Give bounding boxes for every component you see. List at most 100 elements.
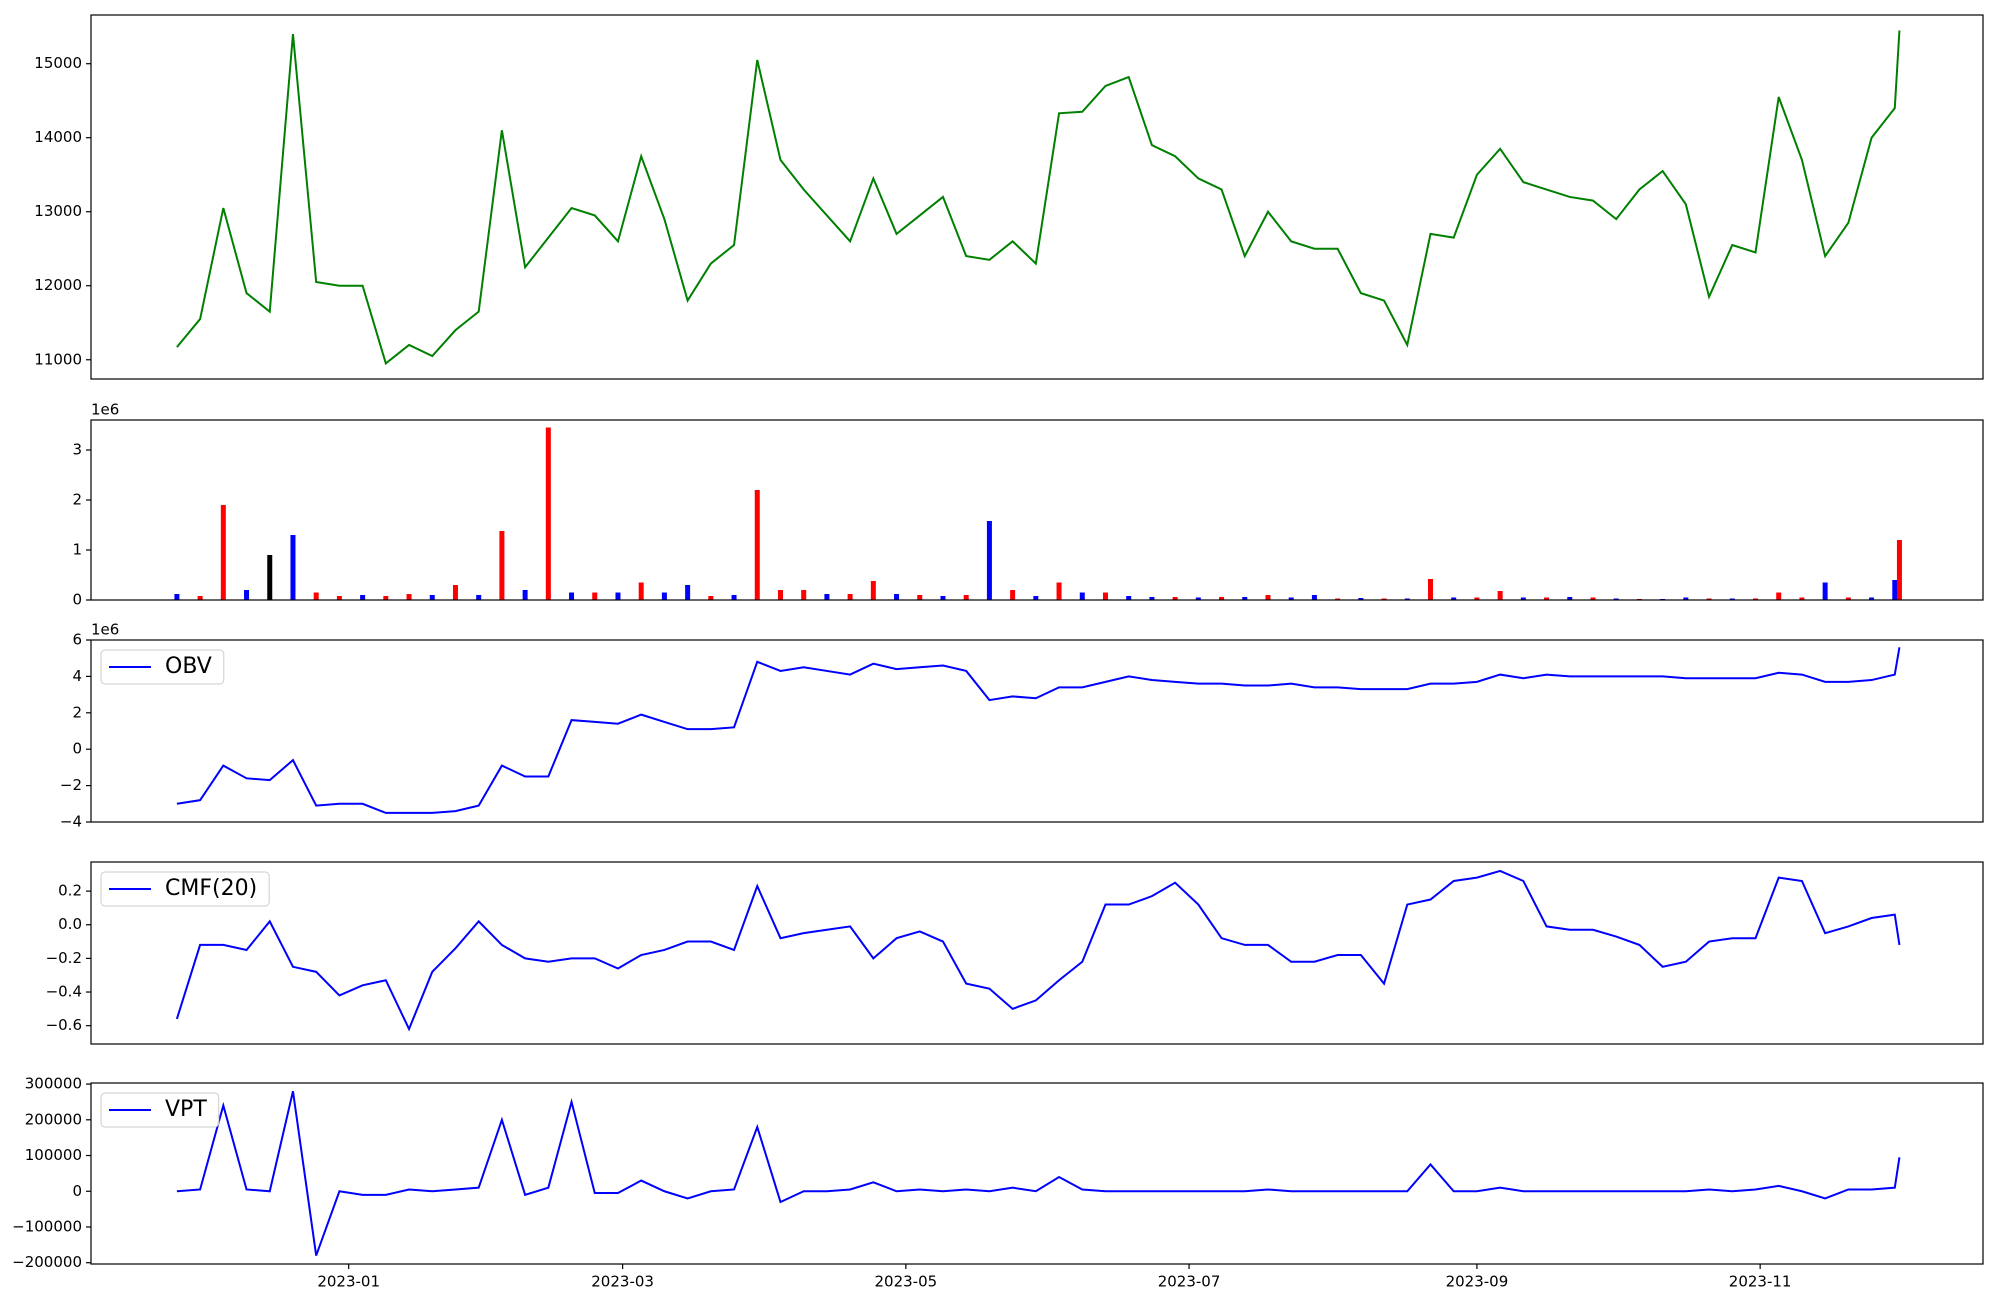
bar [1776, 592, 1782, 600]
y-tick-label: 3 [72, 441, 82, 459]
bar [197, 596, 203, 600]
y-tick-label: 100000 [25, 1146, 82, 1164]
bar [1242, 597, 1248, 600]
bar [476, 595, 482, 600]
y-offset-label: 1e6 [91, 621, 119, 639]
bar [894, 594, 900, 600]
y-tick-label: 15000 [34, 54, 82, 72]
bar [1683, 597, 1689, 600]
bar [429, 595, 435, 600]
line [176, 647, 1901, 814]
x-tick-label: 2023-05 [874, 1273, 937, 1291]
bar [1079, 592, 1085, 600]
bar [1590, 597, 1596, 600]
x-tick-label: 2023-01 [317, 1273, 380, 1291]
bar [1613, 598, 1619, 600]
y-tick-label: 1 [72, 541, 82, 559]
bar [1195, 597, 1201, 600]
bar [545, 427, 551, 600]
x-tick-label: 2023-03 [591, 1273, 654, 1291]
axes-frame [90, 639, 1984, 823]
bar [824, 594, 830, 600]
bar [777, 590, 783, 600]
bar [1010, 590, 1016, 600]
bar [313, 592, 319, 600]
bar [801, 590, 807, 600]
bar [290, 535, 296, 600]
bar [406, 594, 412, 600]
bar [1358, 598, 1364, 600]
axes-frame [90, 14, 1984, 380]
y-tick-label: 0.0 [58, 915, 82, 933]
bar [1845, 597, 1851, 600]
y-tick-label: 0 [72, 1182, 82, 1200]
bar [870, 581, 876, 600]
bar [1172, 597, 1178, 600]
bar [499, 531, 505, 600]
bar [1102, 592, 1108, 600]
y-tick-label: 14000 [34, 128, 82, 146]
bar [1056, 582, 1062, 600]
y-tick-label: 0 [72, 740, 82, 758]
y-tick-label: 0 [72, 591, 82, 609]
y-tick-label: −2 [60, 776, 82, 794]
bar [1149, 597, 1155, 600]
legend [100, 649, 225, 685]
bar [1474, 597, 1480, 600]
bar [1729, 598, 1735, 600]
bar [917, 595, 923, 600]
y-tick-label: 0.2 [58, 882, 82, 900]
y-tick-label: −0.6 [46, 1016, 82, 1034]
bar [638, 582, 644, 600]
bar [1219, 597, 1225, 600]
bar [220, 505, 226, 600]
bar [1265, 595, 1271, 600]
y-tick-label: 6 [72, 631, 82, 649]
bar [986, 521, 992, 600]
bar [661, 592, 667, 600]
axes-frame [90, 861, 1984, 1045]
bar [1381, 598, 1387, 600]
bar [1033, 596, 1039, 600]
bar [592, 592, 598, 600]
bar [1896, 540, 1902, 600]
bar [731, 595, 737, 600]
bar [1799, 597, 1805, 600]
bar [1706, 598, 1712, 600]
bar [754, 490, 760, 600]
line [175, 869, 1901, 1032]
y-tick-label: 12000 [34, 276, 82, 294]
y-offset-label: 1e6 [91, 401, 119, 419]
legend [100, 871, 270, 907]
bar [569, 592, 575, 600]
bar [1869, 597, 1875, 600]
legend-label: CMF(20) [165, 876, 257, 901]
legend-label: VPT [165, 1097, 207, 1122]
bar [452, 585, 458, 600]
bar [1288, 597, 1294, 600]
x-tick-label: 2023-09 [1446, 1273, 1509, 1291]
x-tick-label: 2023-11 [1729, 1273, 1792, 1291]
bar [847, 594, 853, 600]
bar [1567, 597, 1573, 600]
bar [708, 596, 714, 600]
y-tick-label: −100000 [12, 1217, 82, 1235]
line [176, 30, 1901, 366]
bar [1520, 597, 1526, 600]
bar [1497, 591, 1503, 600]
bar [1752, 598, 1758, 600]
y-tick-label: 200000 [25, 1110, 82, 1128]
y-tick-label: −0.2 [46, 949, 82, 967]
bar [174, 594, 180, 600]
axes-frame [90, 1082, 1984, 1265]
bar [1427, 579, 1433, 600]
y-tick-label: 11000 [34, 350, 82, 368]
y-tick-label: 2 [72, 703, 82, 721]
bar [1451, 597, 1457, 600]
y-tick-label: −0.4 [46, 983, 82, 1001]
legend-label: OBV [165, 654, 212, 679]
bar [1311, 595, 1317, 600]
y-tick-label: −200000 [12, 1253, 82, 1271]
bar [1126, 596, 1132, 600]
